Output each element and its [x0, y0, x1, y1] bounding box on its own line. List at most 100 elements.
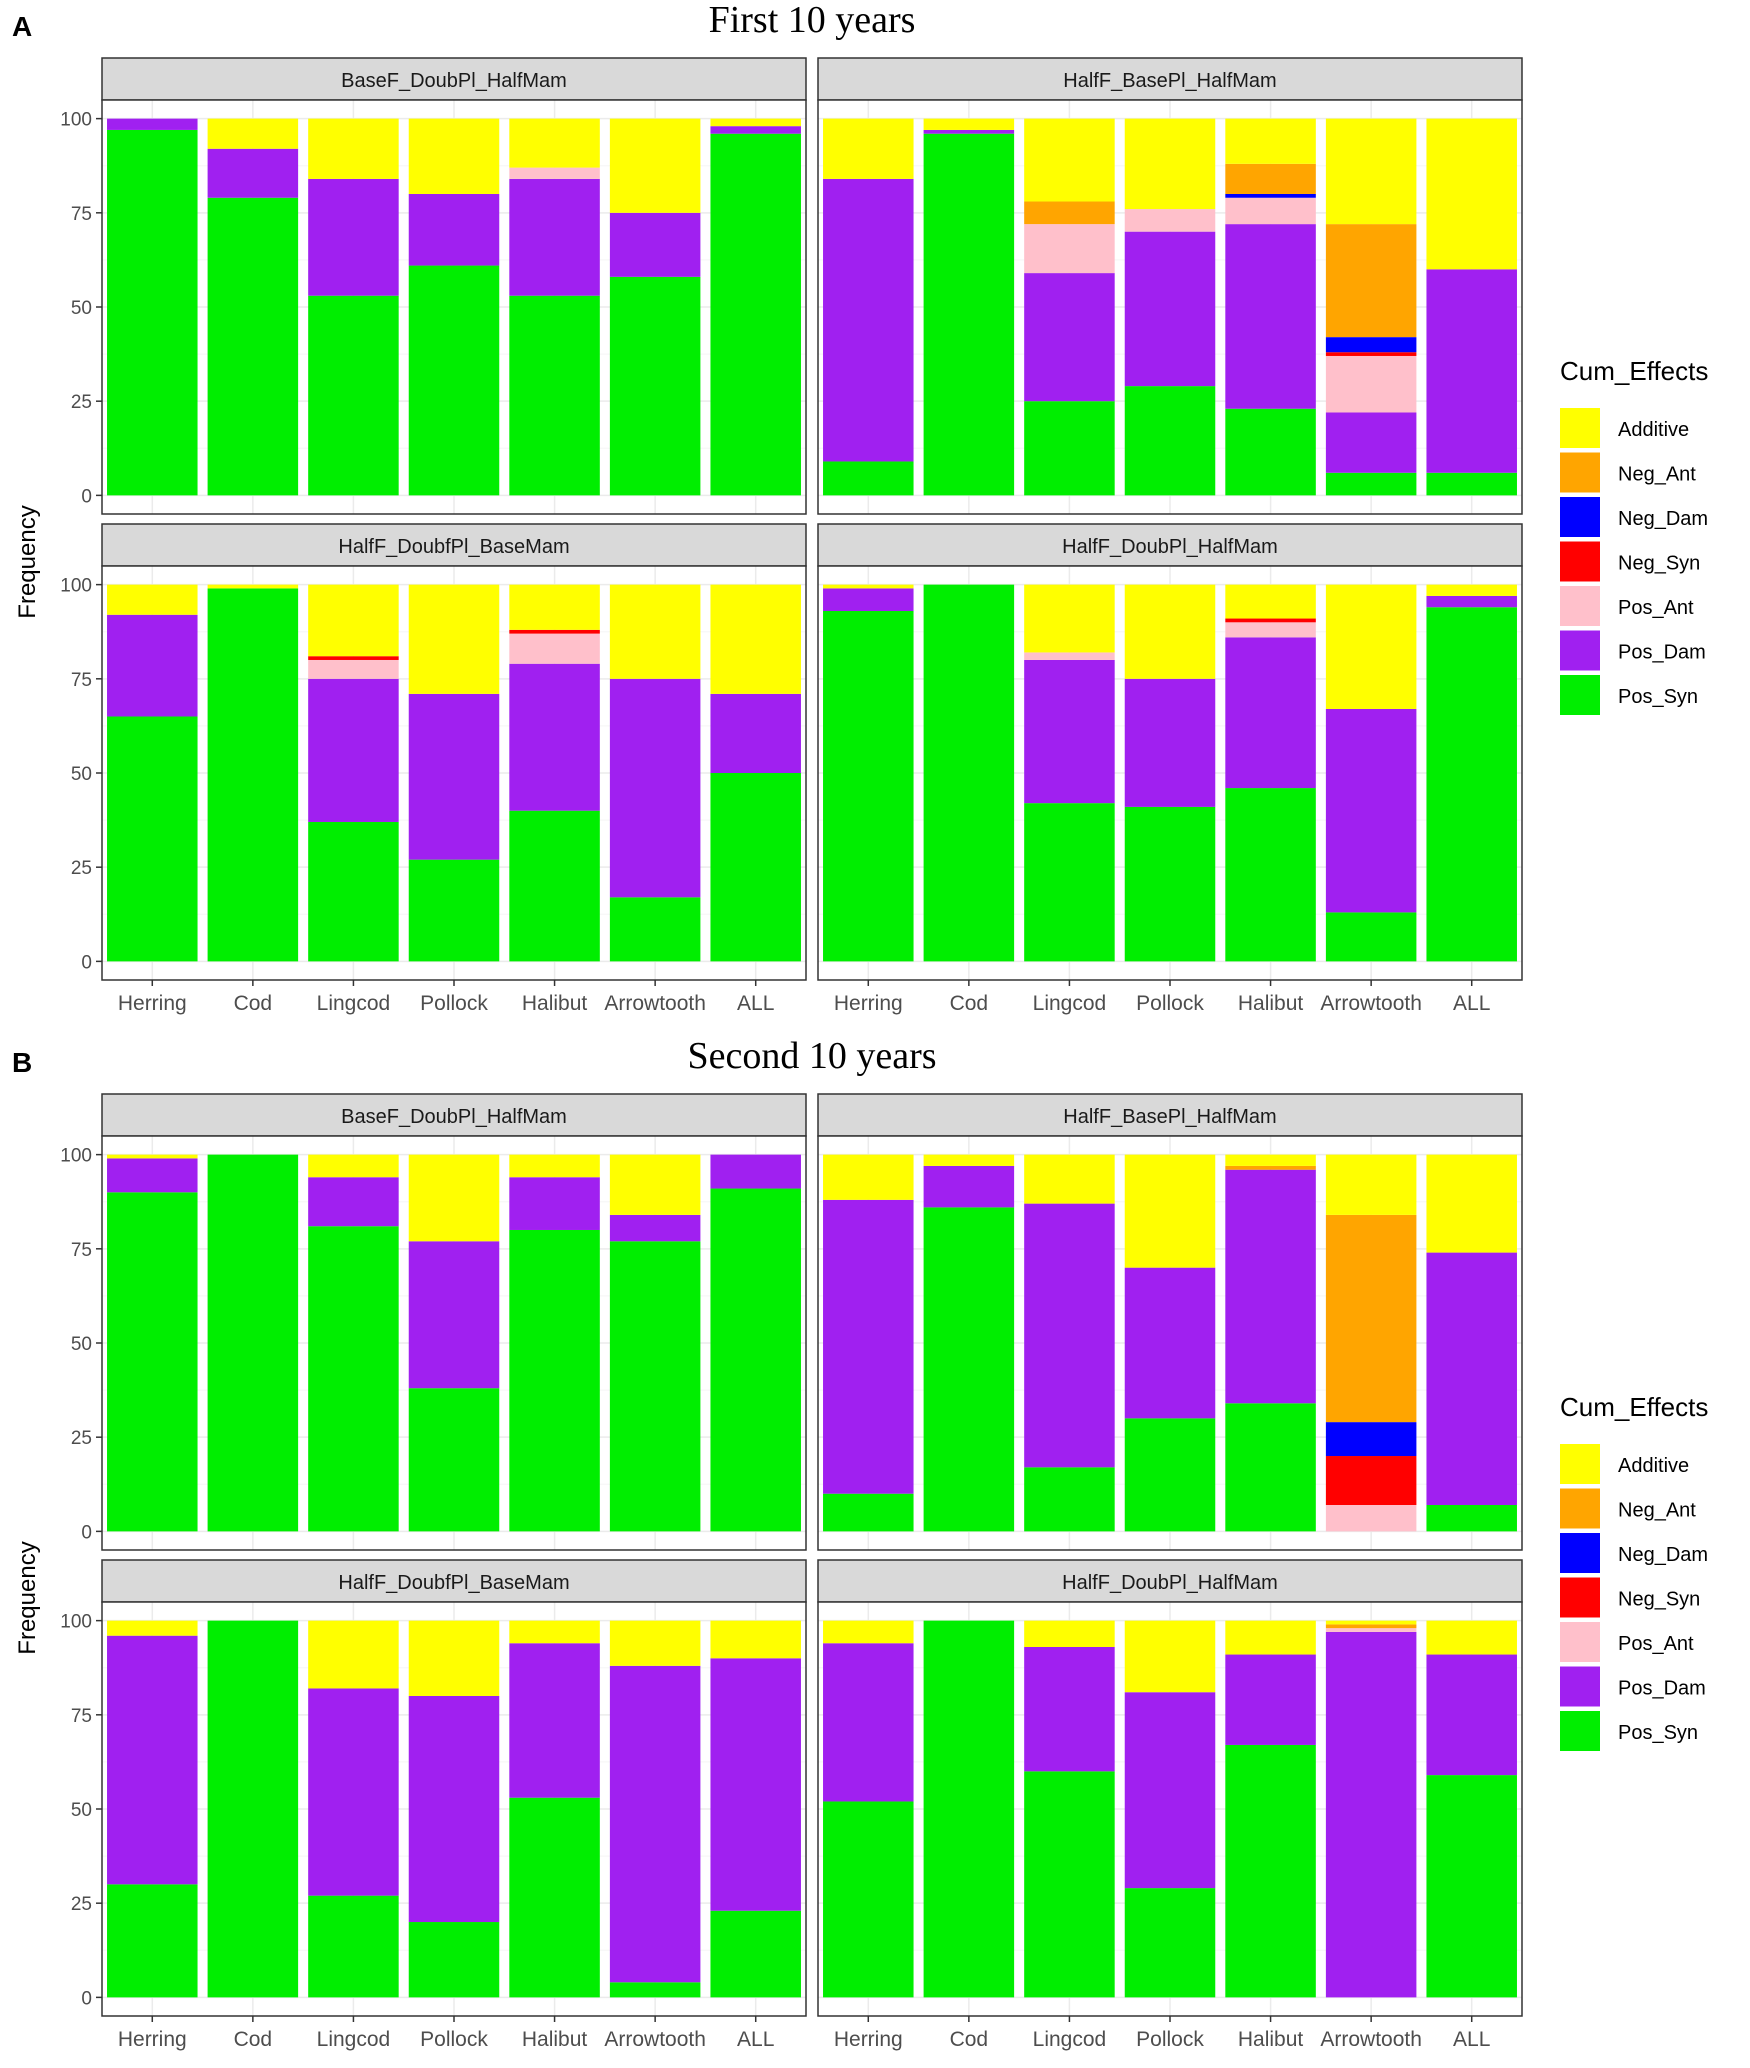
- x-tick-label: Cod: [234, 2028, 273, 2051]
- bar-segment-lingcod-pos-dam: [308, 1688, 399, 1896]
- bar-segment-arrowtooth-pos-dam: [609, 1665, 701, 1983]
- bar-segment-herring-pos-syn: [823, 461, 914, 496]
- legend-label-neg-ant: Neg_Ant: [1618, 464, 1696, 486]
- bar-segment-lingcod-pos-dam: [308, 178, 399, 296]
- bar-segment-lingcod-pos-ant: [1024, 652, 1115, 660]
- legend-label-neg-ant: Neg_Ant: [1618, 1500, 1696, 1522]
- bar-segment-halibut-pos-dam: [1225, 1654, 1316, 1745]
- facet-strip: [817, 1559, 1523, 1603]
- x-tick-label: Halibut: [1238, 992, 1304, 1015]
- bar-segment-arrowtooth-neg-dam: [1325, 337, 1417, 353]
- bar-segment-lingcod-pos-dam: [1024, 1203, 1115, 1468]
- bar-segment-pollock-pos-ant: [1124, 209, 1216, 232]
- bar-segment-all-additive: [1426, 1620, 1517, 1655]
- bar-segment-pollock-pos-dam: [408, 1241, 500, 1389]
- facet-halff-doubfpl-basemam: HalfF_DoubfPl_BaseMam: [101, 1559, 807, 2017]
- x-tick-label: ALL: [1453, 2028, 1490, 2051]
- bar-segment-pollock-pos-syn: [1124, 386, 1216, 496]
- bar-segment-cod-pos-syn: [207, 1620, 299, 1998]
- bar-segment-lingcod-pos-syn: [1024, 803, 1115, 962]
- x-tick-label: ALL: [1453, 992, 1490, 1015]
- bar-segment-pollock-pos-dam: [408, 693, 500, 860]
- bar-segment-arrowtooth-pos-syn: [609, 1241, 701, 1532]
- bar-segment-herring-additive: [823, 584, 914, 589]
- bar-segment-herring-pos-syn: [107, 129, 198, 496]
- x-tick-label: ALL: [737, 992, 774, 1015]
- bar-segment-all-additive: [1426, 1154, 1517, 1253]
- bar-segment-arrowtooth-neg-ant: [1325, 224, 1417, 338]
- bar-segment-lingcod-additive: [1024, 1154, 1115, 1204]
- bar-segment-arrowtooth-pos-ant: [1325, 355, 1417, 413]
- bar-segment-all-additive: [1426, 584, 1517, 596]
- bar-segment-lingcod-neg-syn: [308, 656, 399, 660]
- bar-segment-arrowtooth-neg-ant: [1325, 1214, 1417, 1423]
- x-tick-label: Cod: [234, 992, 273, 1015]
- bar-segment-arrowtooth-additive: [609, 1620, 701, 1666]
- bar-segment-herring-pos-syn: [107, 1192, 198, 1532]
- x-tick-label: Lingcod: [317, 992, 391, 1015]
- facet-halff-doubfpl-basemam: HalfF_DoubfPl_BaseMam: [101, 523, 807, 981]
- legend-swatch-neg-syn: [1560, 541, 1600, 582]
- bar-segment-arrowtooth-pos-syn: [609, 276, 701, 496]
- x-tick-label: Pollock: [420, 2028, 488, 2051]
- bar-segment-herring-additive: [107, 584, 198, 615]
- legend-label-pos-ant: Pos_Ant: [1618, 597, 1694, 619]
- bar-segment-herring-additive: [823, 118, 914, 179]
- facet-strip: [817, 1093, 1523, 1137]
- bar-segment-lingcod-additive: [308, 584, 399, 657]
- bar-segment-lingcod-additive: [1024, 1620, 1115, 1648]
- bar-segment-halibut-pos-dam: [509, 178, 600, 296]
- facet-strip: [101, 57, 807, 101]
- bar-segment-pollock-pos-syn: [408, 859, 500, 962]
- bar-segment-lingcod-additive: [308, 1620, 399, 1689]
- bar-segment-cod-additive: [207, 118, 299, 149]
- bar-segment-arrowtooth-pos-ant: [1325, 1504, 1417, 1532]
- bar-segment-arrowtooth-additive: [609, 1154, 701, 1215]
- bar-segment-halibut-pos-dam: [509, 1643, 600, 1798]
- bar-segment-lingcod-pos-dam: [1024, 273, 1115, 402]
- bar-segment-pollock-additive: [1124, 118, 1216, 210]
- bar-segment-pollock-additive: [408, 1620, 500, 1696]
- facet-strip-label: BaseF_DoubPl_HalfMam: [341, 70, 567, 92]
- bar-segment-pollock-additive: [1124, 1154, 1216, 1268]
- bar-segment-herring-additive: [823, 1620, 914, 1644]
- bar-segment-pollock-pos-syn: [1124, 1418, 1216, 1532]
- bar-segment-herring-pos-dam: [107, 118, 198, 130]
- y-tick-label: 75: [71, 204, 92, 225]
- bar-segment-arrowtooth-pos-syn: [609, 897, 701, 962]
- bar-segment-all-pos-dam: [710, 693, 801, 773]
- legend-swatch-pos-dam: [1560, 1666, 1600, 1707]
- bar-segment-all-pos-dam: [1426, 1252, 1517, 1505]
- y-tick-label: 75: [71, 1240, 92, 1261]
- bar-segment-lingcod-neg-ant: [1024, 201, 1115, 225]
- legend-label-neg-syn: Neg_Syn: [1618, 553, 1700, 575]
- panel-letter: B: [12, 1047, 32, 1078]
- facet-strip-label: HalfF_BasePl_HalfMam: [1063, 70, 1276, 92]
- bar-segment-herring-pos-syn: [107, 716, 198, 962]
- bar-segment-pollock-pos-syn: [408, 1388, 500, 1532]
- bar-segment-halibut-pos-dam: [1225, 637, 1316, 789]
- facet-strip-label: HalfF_DoubPl_HalfMam: [1062, 1572, 1278, 1594]
- bar-segment-arrowtooth-neg-ant: [1325, 1624, 1417, 1629]
- x-tick-label: Arrowtooth: [1320, 992, 1422, 1015]
- bar-segment-all-pos-syn: [710, 773, 801, 962]
- bar-segment-halibut-pos-syn: [509, 1229, 600, 1532]
- bar-segment-pollock-additive: [408, 118, 500, 194]
- bar-segment-arrowtooth-pos-syn: [1325, 472, 1417, 496]
- bar-segment-lingcod-pos-syn: [1024, 1467, 1115, 1532]
- bar-segment-cod-pos-dam: [923, 1165, 1015, 1208]
- facet-halff-basepl-halfmam: HalfF_BasePl_HalfMam: [817, 57, 1523, 515]
- facet-strip: [101, 523, 807, 567]
- bar-segment-herring-pos-syn: [107, 1884, 198, 1998]
- bar-segment-lingcod-pos-syn: [308, 1895, 399, 1998]
- bar-segment-lingcod-pos-dam: [308, 1177, 399, 1227]
- facet-strip-label: HalfF_BasePl_HalfMam: [1063, 1106, 1276, 1128]
- bar-segment-pollock-pos-syn: [1124, 806, 1216, 962]
- bar-segment-all-pos-dam: [710, 1658, 801, 1911]
- y-tick-label: 100: [60, 1146, 92, 1167]
- y-tick-label: 50: [71, 764, 92, 785]
- legend-label-pos-dam: Pos_Dam: [1618, 1678, 1706, 1700]
- legend-swatch-neg-ant: [1560, 1488, 1600, 1529]
- bar-segment-cod-pos-dam: [923, 129, 1015, 134]
- legend-label-neg-dam: Neg_Dam: [1618, 1544, 1708, 1566]
